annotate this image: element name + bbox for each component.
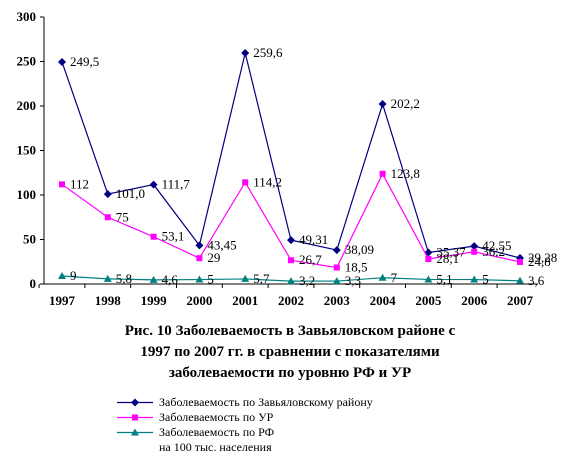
data-label: 3,6 [528,273,545,288]
data-point [104,214,111,221]
legend-label: Заболеваемость по Завьяловскому району [159,395,373,409]
y-axis: 0 50 100 150 200 250 300 [17,9,45,291]
data-point [425,255,432,262]
data-label: 5,7 [253,271,270,286]
y-tick-label: 200 [17,98,37,113]
y-tick-label: 100 [17,187,37,202]
legend-item: Заболеваемость по РФ на 100 тыс. населен… [115,425,535,455]
data-point [516,276,524,284]
x-tick-label: 2004 [370,293,397,308]
legend-item: Заболеваемость по Завьяловскому району [115,395,535,410]
x-tick-label: 2000 [186,293,212,308]
x-axis: 1997 1998 1999 2000 2001 2002 2003 2004 2005 2006… [38,283,538,308]
legend-label: Заболеваемость по УР [159,410,274,424]
data-label: 123,8 [391,166,420,181]
data-label: 101,0 [116,186,145,201]
data-label: 249,5 [70,54,99,69]
x-tick-label: 2001 [232,293,258,308]
data-point [470,275,479,283]
data-point [470,242,479,251]
data-label: 26,7 [299,252,322,267]
data-point [58,57,66,66]
line-chart: 0 50 100 150 200 250 300 1997 1998 1999 2000 2001 2… [17,9,558,308]
x-tick-label: 2006 [461,293,488,308]
data-point [149,275,158,283]
y-tick-label: 250 [17,54,37,69]
data-label: 18,5 [345,260,368,275]
legend-swatch [117,428,153,436]
legend-label: Заболеваемость по РФ на 100 тыс. населен… [159,425,275,454]
data-label: 36,2 [482,244,505,259]
x-tick-label: 1999 [141,293,168,308]
series-lines [58,48,524,285]
data-label: 29 [207,250,220,265]
data-point [378,100,387,109]
data-label: 42,55 [482,238,511,253]
x-tick-label: 2002 [278,293,304,308]
data-point [241,48,250,57]
data-point [103,190,112,199]
data-point [379,170,386,177]
data-point [58,271,66,279]
data-label: 202,2 [391,96,420,111]
data-point [333,264,340,271]
data-point [471,248,478,255]
data-point [150,233,157,240]
data-label: 35,37 [436,245,466,260]
y-tick-label: 300 [17,9,37,24]
data-point [287,277,295,285]
data-label: 28,1 [436,251,459,266]
data-point [287,236,295,245]
y-tick-label: 50 [23,232,36,247]
x-tick-label: 2005 [415,293,442,308]
data-label: 5,8 [116,271,132,286]
data-point [332,246,341,255]
data-label: 259,6 [253,45,283,60]
x-tick-label: 1997 [49,293,76,308]
data-label: 9 [70,268,77,283]
data-point [59,181,65,188]
data-point [517,258,523,265]
data-point [195,275,204,283]
x-tick-label: 1998 [95,293,122,308]
legend-swatch [117,414,153,421]
data-label: 43,45 [207,237,236,252]
data-label: 24,8 [528,254,551,269]
data-label: 5 [482,272,489,287]
data-label: 5 [207,272,214,287]
legend-item: Заболеваемость по УР [115,410,535,425]
data-point [378,273,387,281]
data-point [424,275,433,283]
data-point [332,277,341,285]
data-labels: 249,5 101,0 111,7 43,45 259,6 49,31 38,09 202,2… [70,45,557,288]
legend-swatch [117,398,153,407]
data-label: 75 [116,209,129,224]
data-label: 29,28 [528,250,557,265]
data-label: 7 [391,270,398,285]
data-label: 111,7 [162,177,191,192]
data-label: 5,1 [436,271,452,286]
chart-caption: Рис. 10 Заболеваемость в Завьяловском ра… [124,323,456,381]
data-label: 114,2 [253,174,282,189]
data-label: 4,6 [162,272,179,287]
x-tick-label: 2007 [507,293,534,308]
chart-legend: Заболеваемость по Завьяловскому району За… [115,395,535,455]
data-point [149,180,158,189]
y-tick-label: 150 [17,143,37,158]
data-label: 53,1 [162,229,185,244]
data-label: 38,09 [345,242,374,257]
data-point [242,179,249,186]
data-point [288,257,294,264]
data-label: 112 [70,176,89,191]
data-point [196,255,203,262]
data-point [103,274,112,282]
data-label: 3,3 [345,273,361,288]
data-label: 3,2 [299,273,315,288]
data-label: 49,31 [299,232,328,247]
data-point [241,274,250,282]
data-point [195,241,204,250]
y-tick-label: 0 [30,276,37,291]
x-tick-label: 2003 [324,293,351,308]
